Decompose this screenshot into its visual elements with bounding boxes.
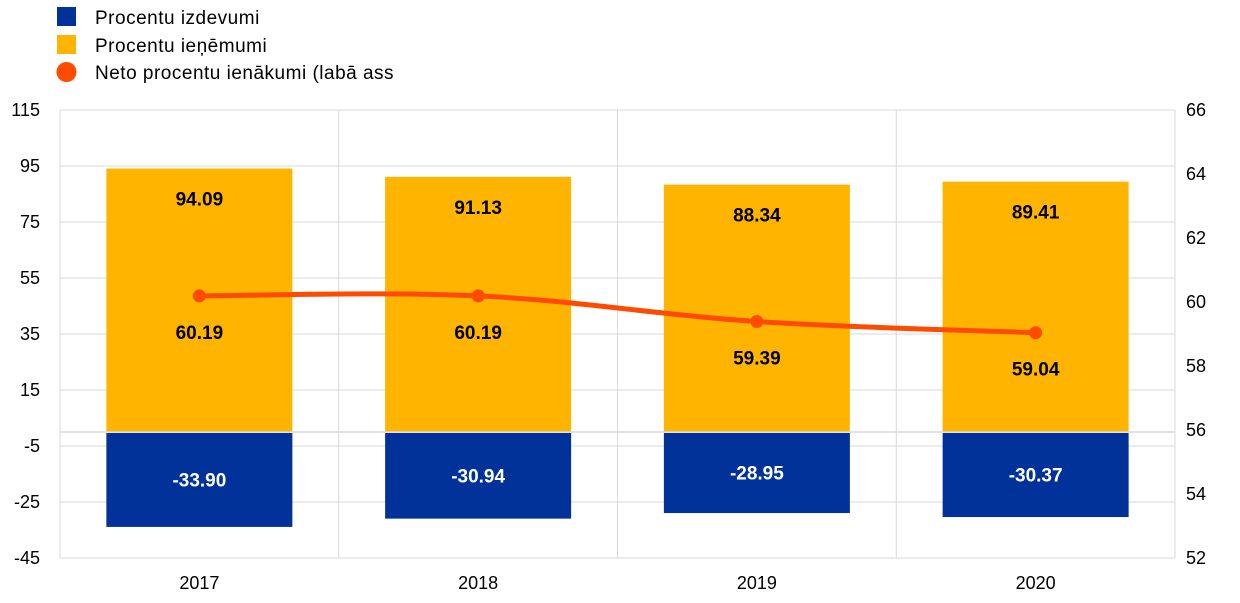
data-label-net: 59.04 [1012, 360, 1060, 381]
net-interest-line-path [196, 291, 1039, 336]
x-tick-label: 2020 [1016, 573, 1056, 593]
right-tick-label: 60 [1186, 292, 1206, 312]
left-tick-label: 95 [20, 156, 40, 176]
right-tick-label: 52 [1186, 548, 1206, 568]
bar-income [385, 176, 572, 432]
left-tick-label: 75 [20, 212, 40, 232]
data-label-income: 91.13 [454, 198, 502, 219]
net-interest-point [192, 289, 206, 303]
legend-swatch-expense [57, 7, 76, 26]
right-tick-label: 54 [1186, 484, 1206, 504]
bar-expense [942, 433, 1129, 518]
legend: Procentu izdevumi Procentu ieņēmumi Neto p… [56, 7, 394, 84]
left-tick-label: 15 [20, 380, 40, 400]
data-label-income: 88.34 [733, 206, 781, 227]
legend-label-net: Neto procentu ienākumi (labā ass [95, 63, 394, 84]
net-interest-point [1029, 326, 1043, 340]
bar-expense [106, 433, 293, 527]
data-label-income: 89.41 [1012, 203, 1060, 224]
net-interest-point [750, 315, 764, 329]
left-tick-label: 35 [20, 324, 40, 344]
x-tick-label: 2018 [458, 573, 498, 593]
right-axis-ticks: 66 64 62 60 58 56 54 52 [1186, 100, 1206, 568]
data-label-income: 94.09 [176, 190, 224, 211]
x-axis-ticks: 2017 2018 2019 2020 [179, 573, 1055, 593]
legend-label-expense: Procentu izdevumi [95, 8, 260, 29]
data-label-expense: -28.95 [730, 464, 784, 485]
left-tick-label: -5 [24, 436, 40, 456]
bar-expense [663, 433, 850, 514]
left-tick-label: 115 [11, 100, 40, 120]
net-interest-point [471, 289, 485, 303]
legend-label-income: Procentu ieņēmumi [95, 36, 267, 57]
bars [106, 168, 1129, 527]
left-tick-label: 55 [20, 268, 40, 288]
bar-expense [385, 433, 572, 519]
data-label-net: 60.19 [454, 323, 502, 344]
bar-income [942, 181, 1129, 432]
right-tick-label: 58 [1186, 356, 1206, 376]
x-tick-label: 2019 [737, 573, 777, 593]
right-tick-label: 56 [1186, 420, 1206, 440]
data-label-expense: -33.90 [172, 470, 226, 491]
x-tick-label: 2017 [179, 573, 219, 593]
left-axis-ticks: 115 95 75 55 35 15 -5 -25 -45 [11, 100, 40, 568]
right-tick-label: 62 [1186, 228, 1206, 248]
left-tick-label: -25 [14, 492, 40, 512]
bar-income [663, 184, 850, 432]
left-tick-label: -45 [14, 548, 40, 568]
data-label-net: 60.19 [176, 323, 224, 344]
data-label-net: 59.39 [733, 349, 781, 370]
legend-swatch-income [57, 35, 76, 54]
right-tick-label: 64 [1186, 164, 1206, 184]
net-interest-labels: 60.19 60.19 59.39 59.04 [176, 323, 1060, 381]
data-label-expense: -30.37 [1009, 466, 1063, 487]
net-interest-line [192, 289, 1043, 340]
axes [59, 110, 1176, 558]
legend-swatch-net [56, 62, 77, 82]
right-tick-label: 66 [1186, 100, 1206, 120]
data-label-expense: -30.94 [451, 466, 505, 487]
bar-labels: 94.09 -33.90 91.13 -30.94 88.34 -28.95 89.41 -3… [172, 190, 1062, 492]
